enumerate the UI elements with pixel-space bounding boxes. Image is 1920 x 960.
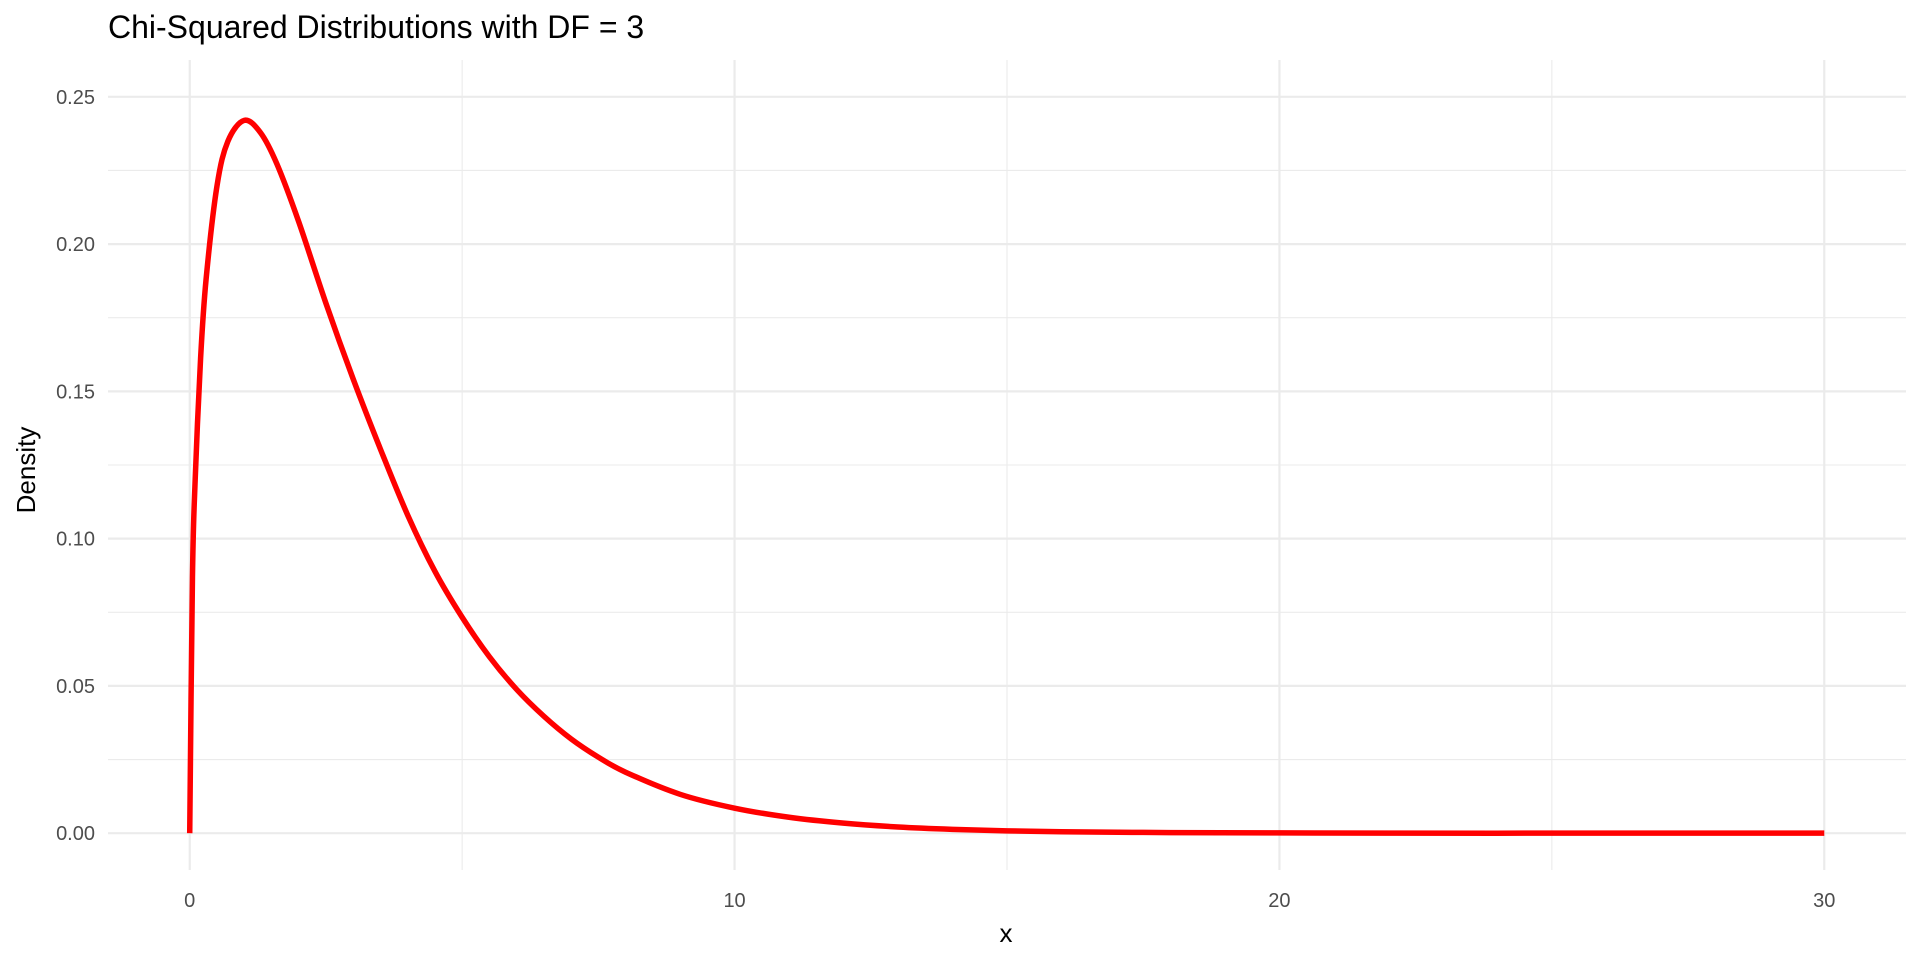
- y-axis-label: Density: [11, 427, 41, 514]
- y-tick-label: 0.20: [56, 234, 95, 256]
- x-tick-label: 20: [1268, 890, 1290, 912]
- x-tick-label: 10: [723, 890, 745, 912]
- y-tick-label: 0.05: [56, 676, 95, 698]
- x-tick-label: 30: [1813, 890, 1835, 912]
- x-axis-label: x: [1000, 918, 1013, 948]
- chart-title: Chi-Squared Distributions with DF = 3: [108, 9, 644, 45]
- y-tick-label: 0.00: [56, 823, 95, 845]
- density-curve: [186, 117, 1825, 836]
- y-tick-label: 0.15: [56, 381, 95, 403]
- x-tick-label: 0: [184, 890, 195, 912]
- y-tick-label: 0.25: [56, 87, 95, 109]
- y-tick-label: 0.10: [56, 529, 95, 551]
- series-layer: [186, 117, 1825, 836]
- tick-labels: 0 10 20 30 0.00 0.05 0.10 0.15 0.20 0.25: [56, 87, 1835, 912]
- minor-gridlines: [108, 60, 1906, 870]
